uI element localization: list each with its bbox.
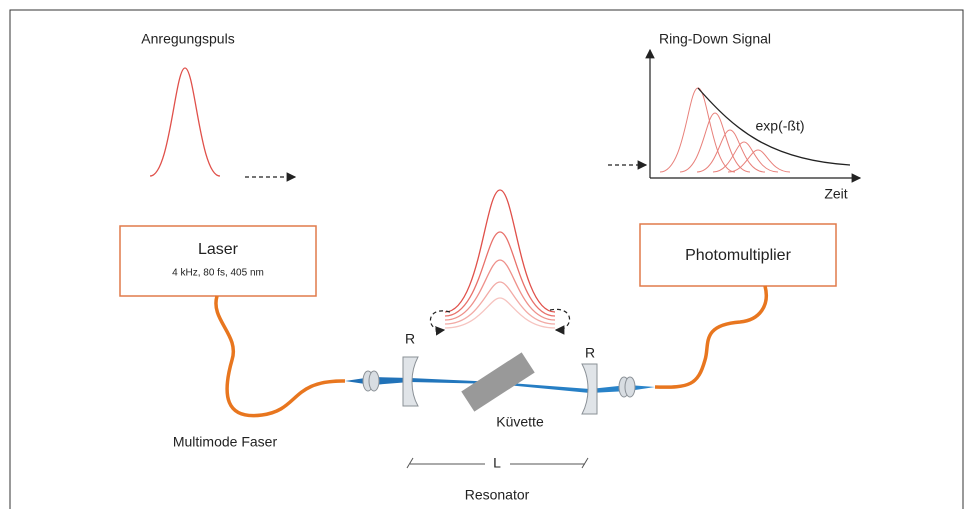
fiber-out <box>654 285 768 389</box>
resonator-label: Resonator <box>465 487 530 503</box>
mirror-left <box>402 356 419 407</box>
frame <box>9 9 964 509</box>
laser-specs: 4 kHz, 80 fs, 405 nm <box>172 268 264 279</box>
detector-label: Photomultiplier <box>685 247 792 264</box>
mirror-right <box>581 363 598 415</box>
mirror-right-label: R <box>585 345 595 361</box>
excitation-pulse <box>149 67 221 177</box>
mirror-left-label: R <box>405 331 415 347</box>
fiber-in <box>214 295 346 418</box>
length-bar <box>406 457 589 469</box>
lenses <box>362 370 636 398</box>
curve-label: exp(-ßt) <box>756 118 805 134</box>
signal-title: Ring-Down Signal <box>659 31 771 47</box>
arrow <box>549 308 571 335</box>
laser-title: Laser <box>198 241 239 258</box>
laser-box <box>119 225 317 297</box>
laser-beam <box>345 377 655 393</box>
decay-curve <box>697 87 851 166</box>
length-label: L <box>493 455 501 471</box>
cuvette-label: Küvette <box>496 414 544 430</box>
cuvette <box>461 352 535 412</box>
cavity-pulses <box>444 189 556 329</box>
detector-box <box>639 223 837 287</box>
arrow <box>429 310 451 336</box>
pulse-label: Anregungspuls <box>141 31 234 47</box>
x-label: Zeit <box>824 186 847 202</box>
fiber-label: Multimode Faser <box>173 434 278 450</box>
